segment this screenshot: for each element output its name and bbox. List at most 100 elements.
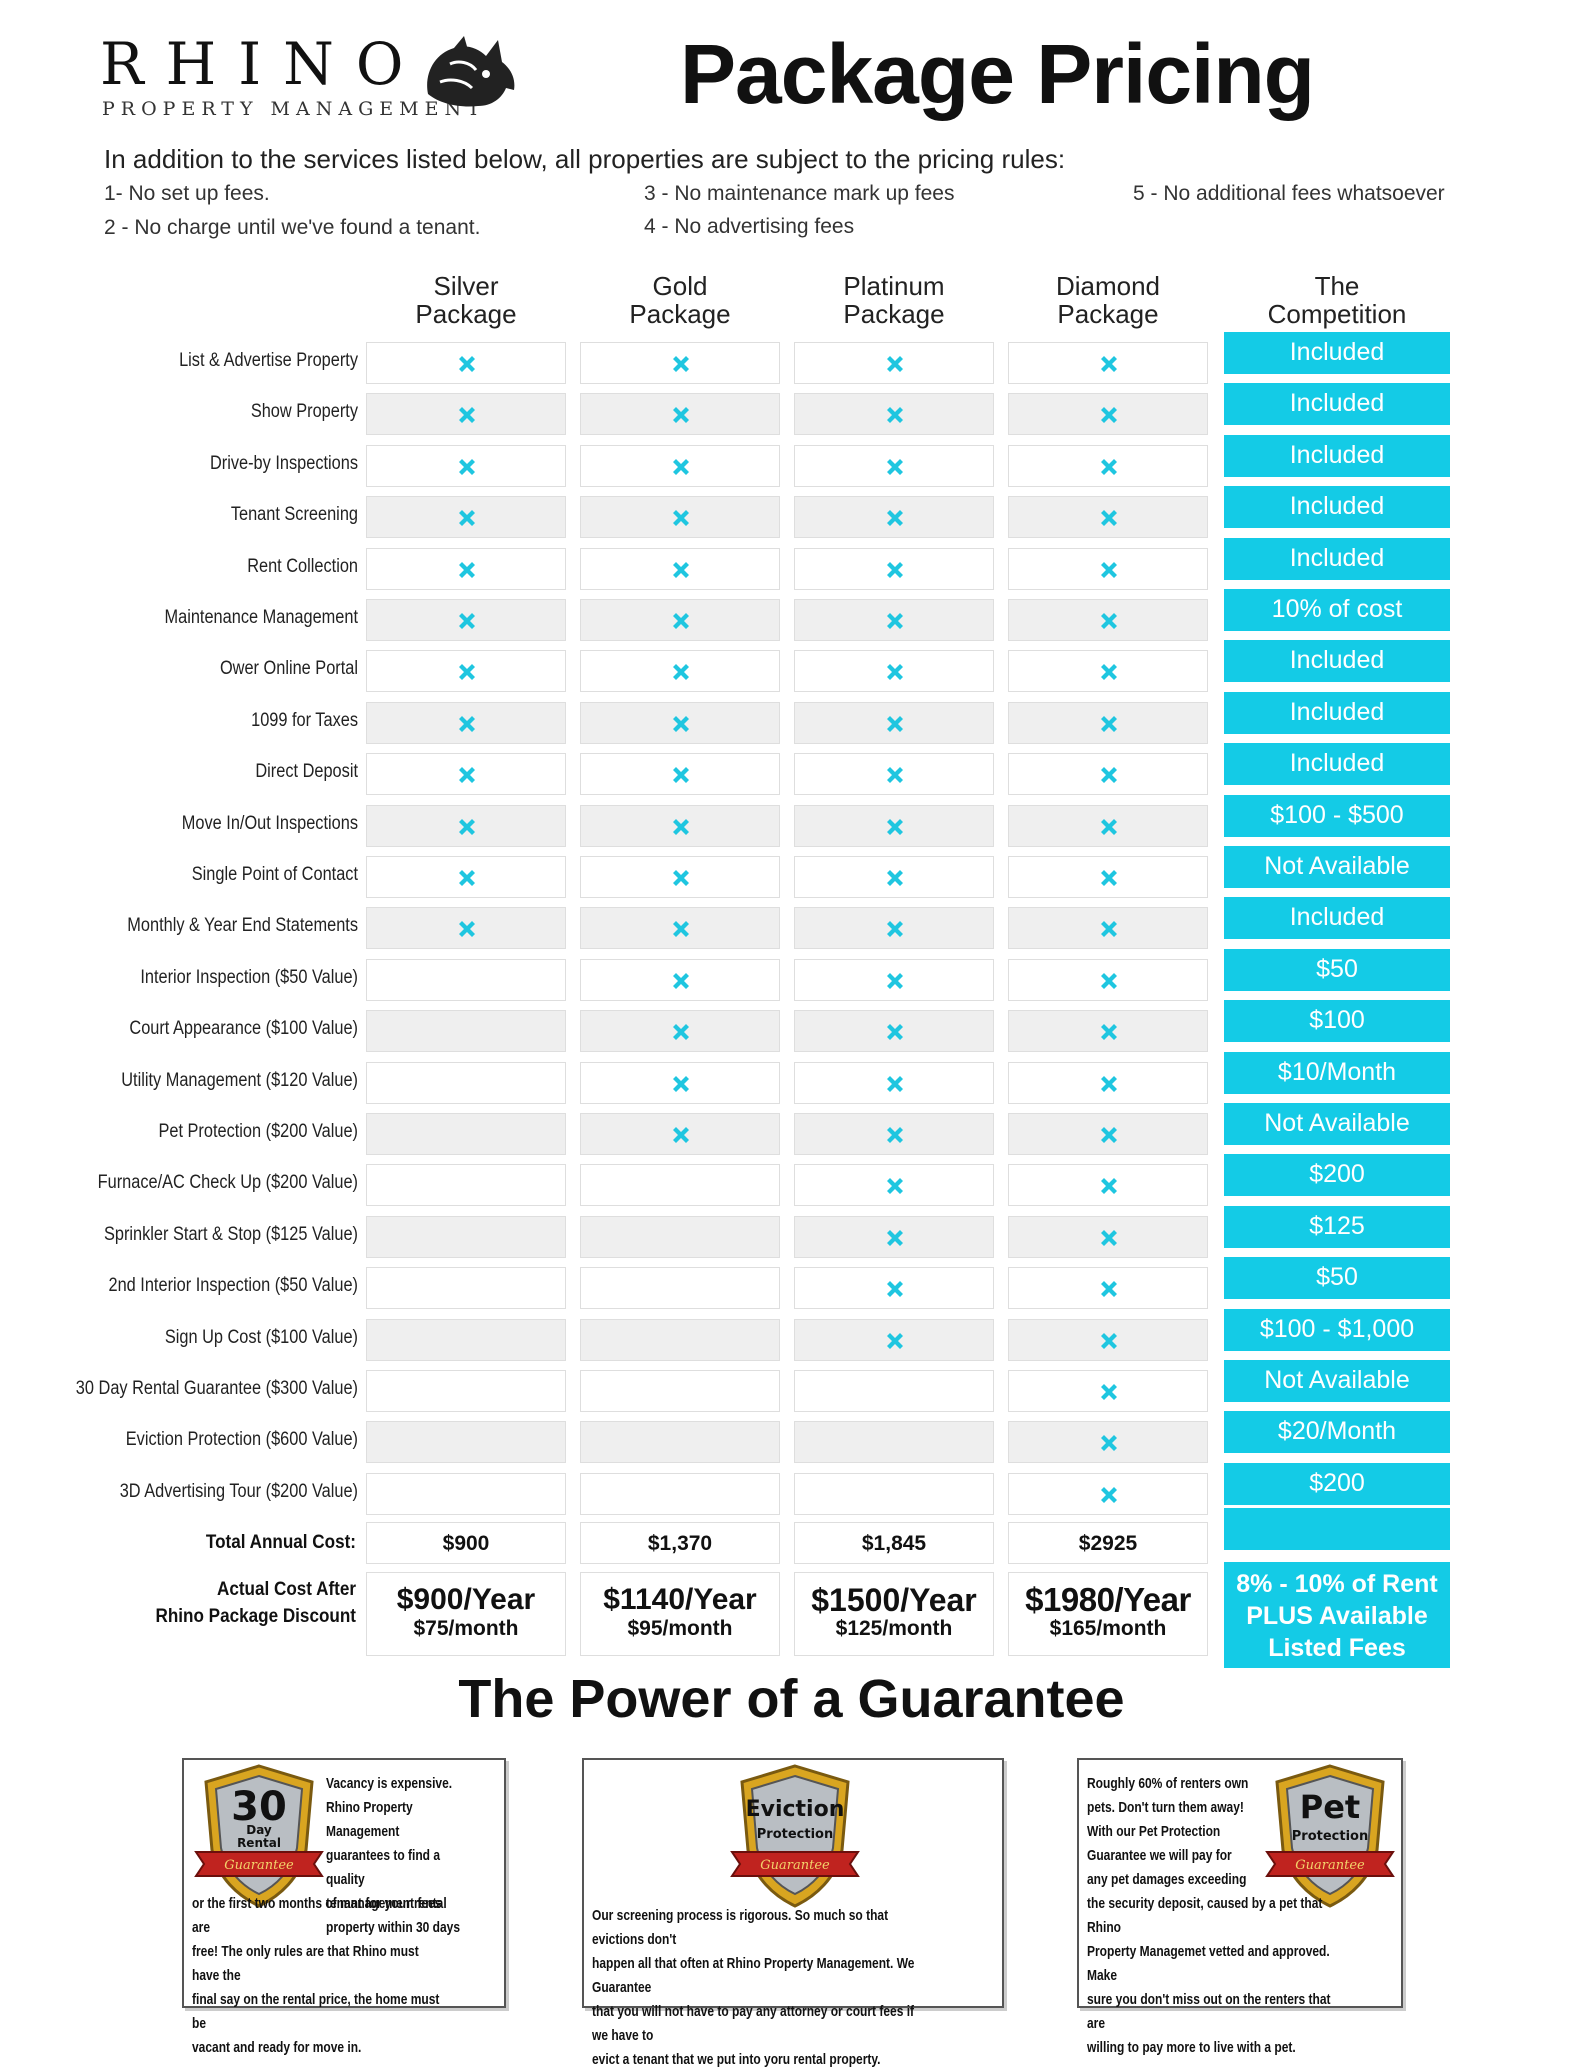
text-line: that you will not have to pay any attorn… (592, 2003, 915, 2044)
guarantee-eviction-text: Our screening process is rigorous. So mu… (592, 1904, 920, 2072)
cell-silver (366, 393, 566, 435)
text-line: With our Pet Protection (1087, 1823, 1221, 1840)
included-x-icon (1097, 403, 1121, 427)
cell-gold (580, 1267, 780, 1309)
guarantee-title: The Power of a Guarantee (458, 1669, 1125, 1729)
row-label: Pet Protection ($200 Value) (158, 1121, 358, 1142)
cell-gold (580, 702, 780, 744)
row-label: Sign Up Cost ($100 Value) (164, 1327, 358, 1348)
discount-platinum-month: $125/month (835, 1617, 953, 1640)
included-x-icon (669, 455, 693, 479)
included-x-icon (883, 712, 907, 736)
included-x-icon (669, 660, 693, 684)
total-gold: $1,370 (580, 1522, 780, 1564)
discount-diamond: $1980/Year $165/month (1008, 1572, 1208, 1656)
cell-silver (366, 496, 566, 538)
discount-label-line1: Actual Cost After (216, 1579, 356, 1600)
guarantee-pet-text-bottom: the security deposit, caused by a pet th… (1087, 1892, 1338, 2060)
included-x-icon (883, 660, 907, 684)
included-x-icon (1097, 1483, 1121, 1507)
cell-gold (580, 1164, 780, 1206)
included-x-icon (669, 609, 693, 633)
cell-platinum (794, 1010, 994, 1052)
badge-title: Eviction (746, 1797, 845, 1822)
cell-diamond (1008, 1010, 1208, 1052)
cell-platinum (794, 496, 994, 538)
competition-value: $125 (1224, 1206, 1450, 1248)
cell-diamond (1008, 959, 1208, 1001)
guarantee-30-day-text-bottom: or the first two months of management fe… (192, 1892, 442, 2060)
badge-title: Pet (1300, 1788, 1360, 1826)
competition-value: $100 (1224, 1000, 1450, 1042)
included-x-icon (1097, 815, 1121, 839)
column-header-line: Package (415, 299, 517, 329)
total-silver: $900 (366, 1522, 566, 1564)
discount-label-line2: Rhino Package Discount (155, 1606, 356, 1627)
included-x-icon (669, 1072, 693, 1096)
row-label: 3D Advertising Tour ($200 Value) (119, 1481, 359, 1502)
included-x-icon (455, 403, 479, 427)
text-line: Our screening process is rigorous. So mu… (592, 1907, 889, 1948)
included-x-icon (455, 609, 479, 633)
cell-platinum (794, 1319, 994, 1361)
competition-value: $200 (1224, 1463, 1450, 1505)
competition-value: Included (1224, 743, 1450, 785)
competition-value: Not Available (1224, 1360, 1450, 1402)
competition-value: Included (1224, 383, 1450, 425)
text-line: guarantees to find a quality (326, 1847, 441, 1888)
included-x-icon (883, 815, 907, 839)
cell-platinum (794, 1113, 994, 1155)
column-header-silver: Silver Package (366, 272, 566, 328)
cell-gold (580, 1370, 780, 1412)
guarantee-box-eviction: Eviction Protection Guarantee Our screen… (582, 1758, 1004, 2068)
row-label: Furnace/AC Check Up ($200 Value) (97, 1172, 358, 1193)
discount-platinum: $1500/Year $125/month (794, 1572, 994, 1656)
discount-silver-year: $900/Year (396, 1583, 536, 1616)
cell-gold (580, 1010, 780, 1052)
cell-diamond (1008, 496, 1208, 538)
badge-ribbon: Guarantee (1295, 1858, 1365, 1873)
included-x-icon (1097, 506, 1121, 530)
cell-silver (366, 1421, 566, 1463)
cell-platinum (794, 342, 994, 384)
included-x-icon (669, 403, 693, 427)
discount-gold: $1140/Year $95/month (580, 1572, 780, 1656)
cell-diamond (1008, 650, 1208, 692)
cell-silver (366, 1216, 566, 1258)
included-x-icon (1097, 1277, 1121, 1301)
competition-value: $20/Month (1224, 1411, 1450, 1453)
row-label: Drive-by Inspections (209, 453, 358, 474)
cell-diamond (1008, 1421, 1208, 1463)
row-label: 2nd Interior Inspection ($50 Value) (108, 1275, 358, 1296)
competition-value: Included (1224, 692, 1450, 734)
column-header-line: Platinum (843, 271, 945, 301)
discount-gold-month: $95/month (627, 1617, 733, 1640)
row-label: Utility Management ($120 Value) (121, 1070, 358, 1091)
cell-gold (580, 650, 780, 692)
cell-silver (366, 702, 566, 744)
row-label: Monthly & Year End Statements (127, 915, 358, 936)
row-label: Rent Collection (247, 556, 358, 577)
column-header-competition: The Competition (1224, 272, 1450, 328)
cell-diamond (1008, 1473, 1208, 1515)
cell-silver (366, 1062, 566, 1104)
badge-line: Protection (757, 1827, 833, 1842)
cell-platinum (794, 1421, 994, 1463)
included-x-icon (1097, 660, 1121, 684)
text-line: the security deposit, caused by a pet th… (1087, 1895, 1323, 1936)
included-x-icon (669, 1020, 693, 1044)
text-line: property within 30 days (326, 1919, 461, 1936)
cell-gold (580, 342, 780, 384)
cell-platinum (794, 1267, 994, 1309)
cell-gold (580, 445, 780, 487)
total-platinum: $1,845 (794, 1522, 994, 1564)
competition-value: $200 (1224, 1154, 1450, 1196)
competition-value: 10% of cost (1224, 589, 1450, 631)
badge-line: Rental (237, 1836, 281, 1850)
competition-value: Included (1224, 897, 1450, 939)
logo-subtitle: PROPERTY MANAGEMENT (102, 98, 486, 120)
pricing-rules-intro: In addition to the services listed below… (104, 144, 1066, 174)
text-line: evict a tenant that we put into yoru ren… (592, 2051, 881, 2068)
included-x-icon (455, 815, 479, 839)
cell-diamond (1008, 702, 1208, 744)
